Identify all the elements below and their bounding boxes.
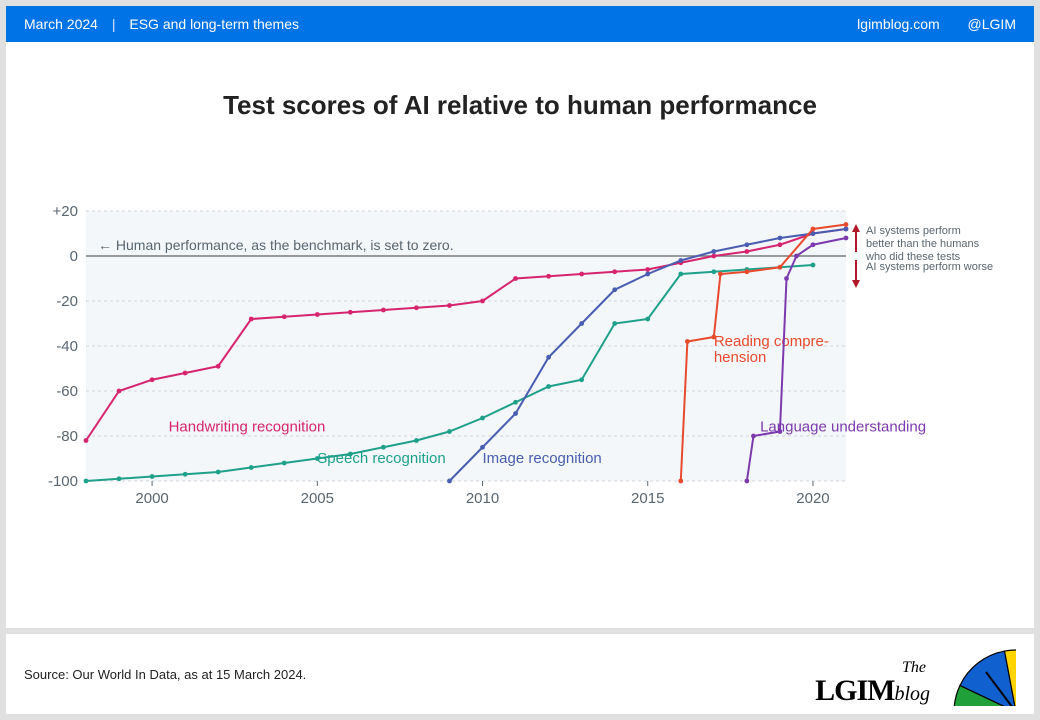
page: March 2024 | ESG and long-term themes lg… [0,0,1040,720]
header-left: March 2024 | ESG and long-term themes [24,16,833,32]
logo: The LGIMblog [815,642,1016,706]
header-handle: @LGIM [968,16,1016,32]
chart: -100 -80 -60 -40 -20 0 +20 2000 2005 2010 2015 2020… [36,201,1016,521]
logo-main: LGIM [815,674,894,707]
svg-text:Image recognition: Image recognition [483,450,602,467]
svg-text:Speech recognition: Speech recognition [317,450,445,467]
logo-text: The LGIMblog [815,660,930,706]
svg-text:hension: hension [714,349,767,366]
svg-text:-100: -100 [48,473,78,490]
svg-text:AI systems perform: AI systems perform [866,225,961,237]
svg-text:AI systems perform worse: AI systems perform worse [866,261,993,273]
svg-text:-60: -60 [56,383,78,400]
svg-text:2010: 2010 [466,490,499,507]
source-text: Source: Our World In Data, as at 15 Marc… [24,667,306,682]
svg-text:0: 0 [70,248,78,265]
header-site: lgimblog.com [857,16,939,32]
chart-svg: -100 -80 -60 -40 -20 0 +20 2000 2005 2010 2015 2020… [36,201,1016,521]
svg-text:+20: +20 [53,203,78,220]
footer: Source: Our World In Data, as at 15 Marc… [6,628,1034,714]
page-title: Test scores of AI relative to human perf… [6,90,1034,121]
svg-text:Handwriting recognition: Handwriting recognition [169,419,326,436]
header-right: lgimblog.com @LGIM [833,16,1016,32]
svg-text:better than the humans: better than the humans [866,238,980,250]
svg-text:2015: 2015 [631,490,664,507]
svg-text:2005: 2005 [301,490,334,507]
header-bar: March 2024 | ESG and long-term themes lg… [6,6,1034,42]
header-section: ESG and long-term themes [129,16,299,32]
header-date: March 2024 [24,16,98,32]
svg-text:← Human performance, as the be: ← Human performance, as the benchmark, i… [98,237,454,253]
svg-text:Language understanding: Language understanding [760,419,926,436]
logo-sub: blog [894,683,930,705]
svg-text:-40: -40 [56,338,78,355]
umbrella-icon [936,642,1016,706]
header-divider: | [112,16,116,32]
svg-text:2000: 2000 [135,490,168,507]
svg-text:-80: -80 [56,428,78,445]
svg-text:-20: -20 [56,293,78,310]
svg-text:2020: 2020 [796,490,829,507]
svg-text:Reading compre-: Reading compre- [714,333,829,350]
